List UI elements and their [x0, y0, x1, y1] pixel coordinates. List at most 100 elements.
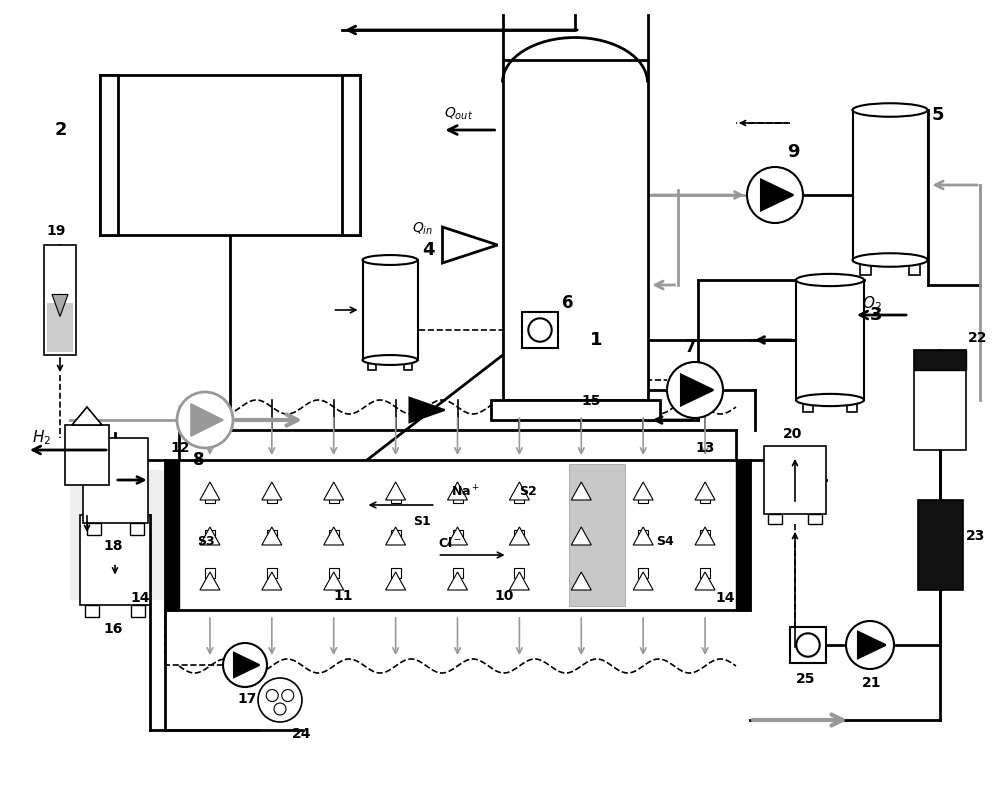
Bar: [808, 514, 822, 524]
Polygon shape: [571, 527, 591, 545]
Bar: [131, 605, 145, 617]
Text: S3: S3: [198, 535, 215, 548]
Bar: [368, 360, 376, 370]
Text: 20: 20: [783, 427, 802, 441]
Polygon shape: [324, 482, 344, 500]
Bar: [576, 493, 586, 502]
Polygon shape: [695, 572, 715, 590]
Bar: [514, 568, 524, 578]
Text: 16: 16: [103, 622, 122, 636]
Polygon shape: [72, 407, 102, 425]
Circle shape: [846, 621, 894, 669]
Bar: [803, 400, 813, 412]
Text: 11: 11: [334, 589, 353, 603]
Circle shape: [528, 318, 552, 341]
Text: 21: 21: [862, 676, 882, 690]
Text: 2: 2: [55, 121, 68, 139]
Bar: [362, 260, 418, 360]
Bar: [267, 568, 277, 578]
Text: 7: 7: [685, 338, 697, 356]
Circle shape: [282, 689, 294, 701]
Ellipse shape: [852, 103, 928, 117]
Text: S1: S1: [413, 515, 430, 528]
Text: 15: 15: [581, 394, 601, 408]
Text: Cl$^-$: Cl$^-$: [438, 536, 461, 550]
Bar: [44, 245, 76, 355]
Polygon shape: [633, 482, 653, 500]
Polygon shape: [386, 572, 406, 590]
Bar: [100, 75, 360, 235]
Ellipse shape: [796, 394, 864, 406]
Text: 18: 18: [103, 540, 122, 553]
Text: 14: 14: [130, 591, 150, 605]
Circle shape: [258, 678, 302, 722]
Circle shape: [747, 167, 803, 223]
Bar: [391, 568, 401, 578]
Polygon shape: [262, 572, 282, 590]
Bar: [796, 280, 864, 400]
Bar: [638, 493, 648, 502]
Bar: [514, 493, 524, 502]
Bar: [80, 515, 150, 605]
Polygon shape: [681, 375, 713, 405]
Polygon shape: [52, 295, 68, 317]
Bar: [70, 470, 165, 600]
Bar: [490, 400, 660, 420]
Polygon shape: [262, 482, 282, 500]
Bar: [452, 493, 462, 502]
Bar: [205, 530, 215, 540]
Bar: [342, 75, 360, 235]
Text: 22: 22: [968, 331, 988, 345]
Polygon shape: [386, 482, 406, 500]
Text: 3: 3: [870, 306, 883, 324]
Polygon shape: [695, 527, 715, 545]
Bar: [329, 493, 339, 502]
Polygon shape: [448, 527, 468, 545]
Text: 23: 23: [966, 529, 985, 543]
Bar: [852, 110, 928, 260]
Bar: [764, 446, 826, 514]
Bar: [700, 493, 710, 502]
Text: 4: 4: [422, 241, 434, 259]
Bar: [914, 350, 966, 450]
Circle shape: [667, 362, 723, 418]
Bar: [165, 460, 750, 610]
Bar: [391, 530, 401, 540]
Bar: [452, 530, 462, 540]
Bar: [736, 460, 750, 610]
Polygon shape: [695, 482, 715, 500]
Bar: [503, 60, 648, 400]
Text: 12: 12: [170, 441, 190, 455]
Bar: [87, 522, 100, 534]
Text: $O_2$: $O_2$: [862, 294, 882, 313]
Bar: [522, 312, 558, 348]
Bar: [391, 493, 401, 502]
Ellipse shape: [796, 274, 864, 286]
Circle shape: [274, 703, 286, 715]
Polygon shape: [633, 572, 653, 590]
Polygon shape: [324, 572, 344, 590]
Text: 6: 6: [562, 294, 574, 312]
Bar: [205, 568, 215, 578]
Text: 13: 13: [695, 441, 714, 455]
Polygon shape: [410, 398, 444, 422]
Polygon shape: [200, 527, 220, 545]
Bar: [768, 514, 782, 524]
Bar: [700, 530, 710, 540]
Text: 19: 19: [46, 224, 65, 238]
Polygon shape: [200, 482, 220, 500]
Bar: [790, 627, 826, 663]
Polygon shape: [442, 227, 498, 263]
Polygon shape: [633, 527, 653, 545]
Bar: [47, 302, 73, 352]
Ellipse shape: [852, 253, 928, 267]
Circle shape: [796, 634, 820, 657]
Circle shape: [266, 689, 278, 701]
Polygon shape: [262, 527, 282, 545]
Bar: [85, 605, 99, 617]
Polygon shape: [448, 572, 468, 590]
Ellipse shape: [362, 355, 418, 365]
Bar: [918, 500, 962, 590]
Bar: [404, 360, 412, 370]
Text: 17: 17: [237, 692, 256, 706]
